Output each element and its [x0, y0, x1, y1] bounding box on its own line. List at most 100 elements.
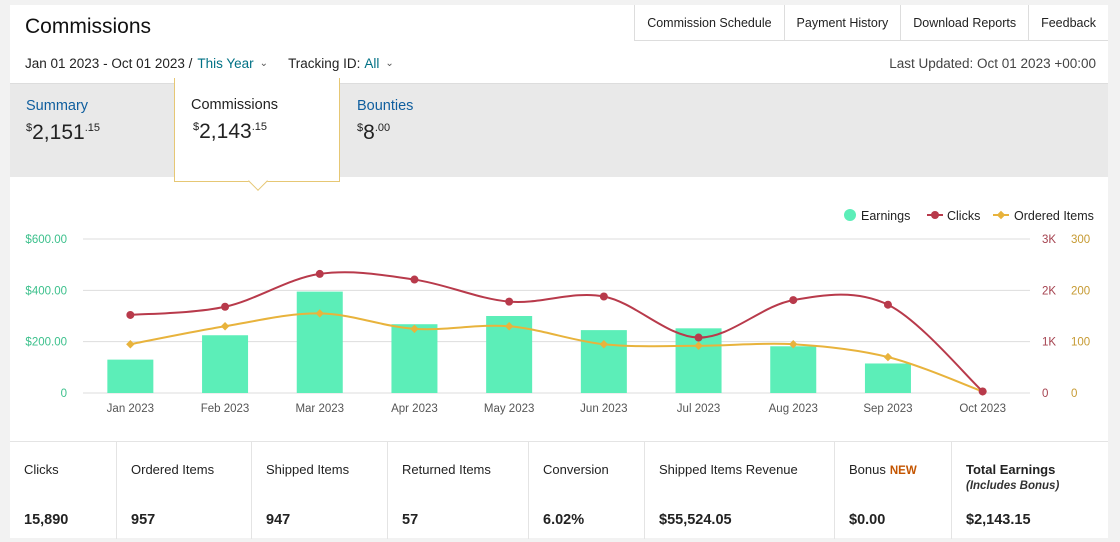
- earnings-bar: [770, 346, 817, 393]
- x-axis-tick: Aug 2023: [769, 403, 818, 415]
- tab-summary[interactable]: Summary $2,151.15: [26, 84, 100, 178]
- commissions-chart: 0 $200.00 $400.00 $600.00 0 1K 2K 3K 0 100 200 300 J…: [25, 209, 1094, 415]
- stat-bonus: Bonus NEW $0.00: [835, 442, 952, 539]
- tracking-id-label: Tracking ID:: [288, 56, 361, 71]
- ordered-items-point: [315, 309, 324, 318]
- earnings-bar: [296, 291, 343, 393]
- filter-bar: Jan 01 2023 - Oct 01 2023 / This Year ⌄ …: [25, 56, 394, 71]
- stat-value: $0.00: [849, 512, 886, 528]
- stat-value: 947: [266, 512, 291, 528]
- last-updated-text: Last Updated: Oct 01 2023 +00:00: [889, 56, 1096, 71]
- tab-bounties-value: $8.00: [357, 121, 391, 144]
- stat-value: $55,524.05: [659, 512, 732, 528]
- tab-summary-value: $2,151.15: [26, 121, 100, 144]
- x-axis-tick: Apr 2023: [391, 403, 438, 415]
- legend-clicks-label: Clicks: [947, 209, 980, 223]
- tab-commissions-value: $2,143.15: [193, 120, 267, 143]
- right-axis-clicks-tick: 2K: [1042, 285, 1056, 297]
- clicks-point: [505, 297, 514, 306]
- left-axis-tick: 0: [61, 388, 67, 400]
- clicks-point: [126, 310, 135, 319]
- stat-label: Ordered Items: [131, 462, 215, 477]
- tracking-id-dropdown[interactable]: All: [364, 56, 380, 71]
- tab-commissions-label: Commissions: [191, 97, 279, 113]
- stat-value: 15,890: [24, 512, 69, 528]
- ordered-items-line: [130, 312, 983, 393]
- stat-label: Bonus NEW: [849, 462, 917, 477]
- legend-earnings-swatch: [844, 209, 856, 221]
- clicks-point: [694, 333, 703, 342]
- stat-value: 957: [131, 512, 156, 528]
- ordered-items-point: [789, 339, 798, 349]
- left-axis-tick: $600.00: [25, 234, 67, 246]
- x-axis-tick: Sep 2023: [863, 403, 912, 415]
- right-axis-items-tick: 300: [1071, 234, 1090, 246]
- right-axis-clicks-tick: 0: [1042, 388, 1048, 400]
- new-badge: NEW: [889, 465, 917, 477]
- x-axis-tick: Feb 2023: [201, 403, 250, 415]
- x-axis-tick: Jun 2023: [580, 403, 627, 415]
- legend-earnings-label: Earnings: [861, 209, 910, 223]
- chevron-down-icon[interactable]: ⌄: [385, 58, 394, 69]
- stat-shipped-items: Shipped Items 947: [252, 442, 388, 539]
- payment-history-link[interactable]: Payment History: [785, 5, 902, 41]
- stat-ordered-items: Ordered Items 957: [117, 442, 252, 539]
- right-axis-items-tick: 0: [1071, 388, 1077, 400]
- clicks-point: [883, 300, 892, 309]
- ordered-items-point: [599, 339, 609, 349]
- clicks-line: [130, 271, 984, 393]
- stat-label: Total Earnings: [966, 462, 1056, 477]
- x-axis-tick: Jul 2023: [677, 403, 720, 415]
- stats-row: Clicks 15,890 Ordered Items 957 Shipped …: [10, 441, 1108, 539]
- period-dropdown[interactable]: This Year: [197, 56, 254, 71]
- tab-bounties-label: Bounties: [357, 98, 414, 114]
- earnings-bar: [391, 324, 438, 393]
- tab-summary-label: Summary: [26, 98, 89, 114]
- legend-ordered-swatch: [996, 210, 1006, 220]
- clicks-point: [599, 292, 608, 301]
- legend-clicks-swatch: [931, 211, 939, 219]
- stat-clicks: Clicks 15,890: [10, 442, 117, 539]
- ordered-items-point: [504, 322, 514, 331]
- chevron-down-icon[interactable]: ⌄: [259, 58, 269, 69]
- right-axis-clicks-tick: 1K: [1042, 337, 1056, 349]
- stat-conversion: Conversion 6.02%: [529, 442, 645, 539]
- ordered-items-point: [126, 339, 135, 349]
- x-axis-tick: May 2023: [484, 403, 535, 415]
- stat-returned-items: Returned Items 57: [388, 442, 529, 539]
- download-reports-link[interactable]: Download Reports: [901, 5, 1030, 41]
- left-axis-tick: $200.00: [25, 337, 67, 349]
- stat-value: 6.02%: [543, 512, 585, 528]
- x-axis-tick: Mar 2023: [295, 403, 344, 415]
- stat-label: Returned Items: [402, 462, 491, 477]
- earnings-bar: [864, 363, 911, 393]
- stat-label: Shipped Items: [266, 462, 350, 477]
- x-axis-tick: Jan 2023: [107, 403, 154, 415]
- earnings-bar: [202, 335, 249, 393]
- clicks-point: [978, 387, 987, 396]
- stat-label: Conversion: [543, 462, 609, 477]
- stat-label: Shipped Items Revenue: [659, 462, 798, 477]
- right-axis-items-tick: 200: [1071, 285, 1090, 297]
- date-range-text: Jan 01 2023 - Oct 01 2023 /: [25, 56, 193, 71]
- stat-shipped-revenue: Shipped Items Revenue $55,524.05: [645, 442, 835, 539]
- commissions-panel: Commissions Commission Schedule Payment …: [10, 5, 1108, 539]
- tab-bounties[interactable]: Bounties $8.00: [357, 84, 413, 178]
- clicks-point: [315, 269, 324, 278]
- ordered-items-point: [883, 352, 893, 362]
- legend-ordered-label: Ordered Items: [1014, 209, 1094, 223]
- feedback-link[interactable]: Feedback: [1041, 16, 1096, 30]
- stat-value: $2,143.15: [966, 512, 1031, 528]
- earnings-bar: [107, 359, 154, 393]
- clicks-point: [410, 275, 419, 284]
- commission-schedule-link[interactable]: Commission Schedule: [635, 5, 785, 41]
- clicks-point: [221, 302, 230, 311]
- stat-total-earnings: Total Earnings (Includes Bonus) $2,143.1…: [952, 442, 1108, 539]
- stat-note: (Includes Bonus): [966, 480, 1060, 492]
- tab-commissions[interactable]: Commissions $2,143.15: [174, 78, 340, 182]
- right-axis-items-tick: 100: [1071, 337, 1090, 349]
- header-links: Commission Schedule Payment History Down…: [634, 5, 1108, 41]
- ordered-items-point: [410, 324, 419, 334]
- x-axis-tick: Oct 2023: [959, 403, 1006, 415]
- clicks-point: [789, 296, 798, 305]
